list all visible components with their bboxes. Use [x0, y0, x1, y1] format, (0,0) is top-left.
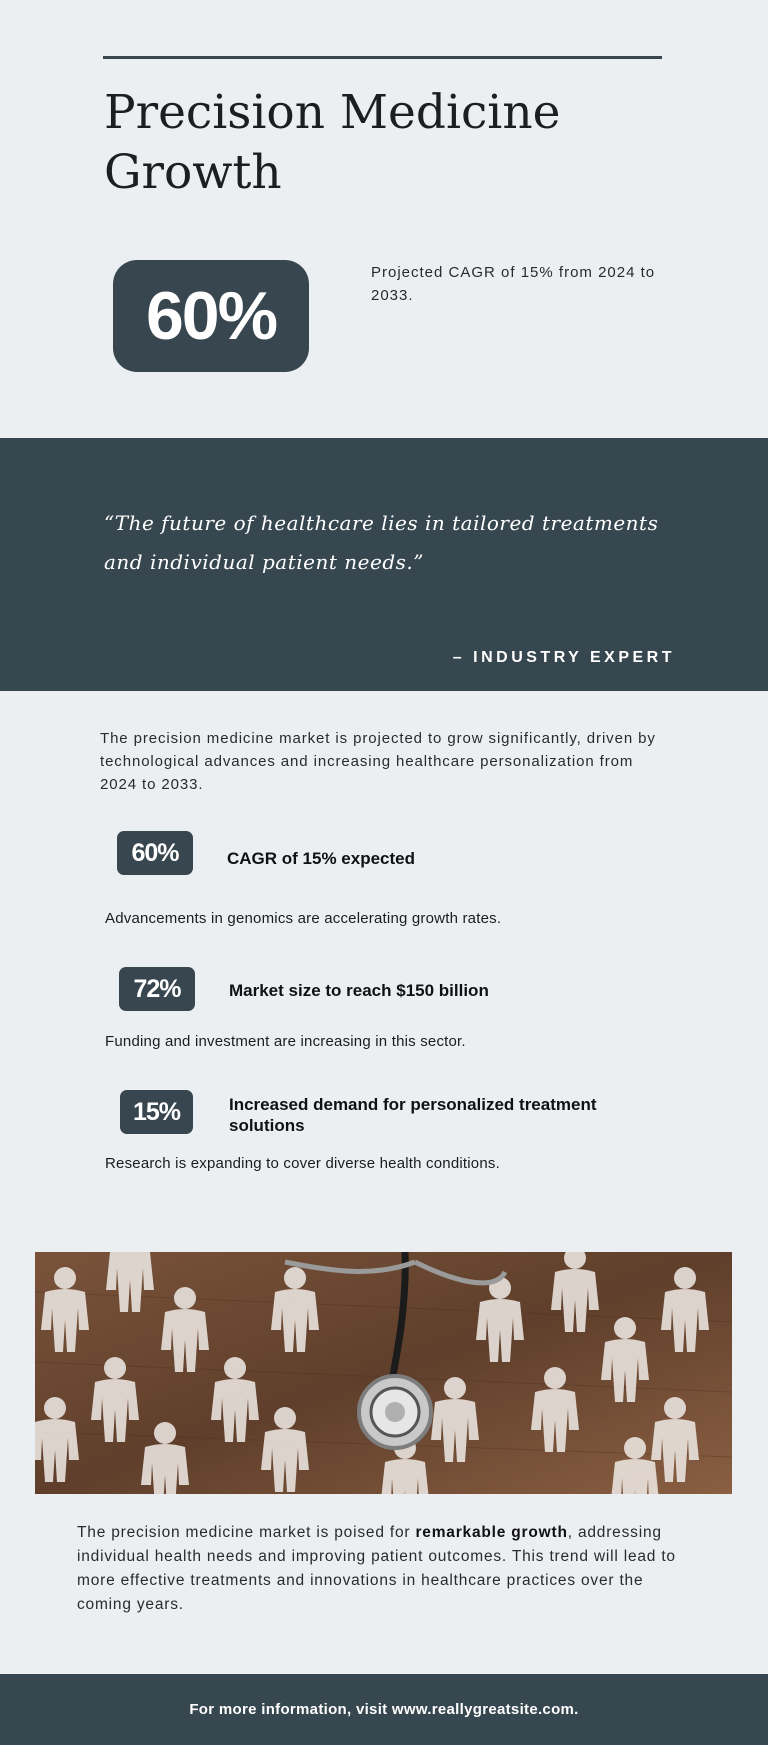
stat-description: Advancements in genomics are acceleratin…	[105, 910, 502, 927]
stat-description: Funding and investment are increasing in…	[105, 1033, 466, 1050]
intro-paragraph: The precision medicine market is project…	[100, 730, 656, 793]
stat-label: CAGR of 15% expected	[227, 849, 415, 868]
closing-text-end: , addressing individual health needs and…	[77, 1524, 676, 1613]
quote-band	[0, 438, 768, 691]
stat-description: Research is expanding to cover diverse h…	[105, 1155, 500, 1172]
stat-badge: 15%	[120, 1090, 193, 1134]
closing-text-start: The precision medicine market is poised …	[77, 1524, 416, 1541]
footer-bar: For more information, visit www.reallygr…	[0, 1674, 768, 1745]
top-divider	[103, 56, 662, 59]
stat-badge: 72%	[119, 967, 195, 1011]
stat-badge: 60%	[117, 831, 193, 875]
hero-stat-badge: 60%	[113, 260, 309, 372]
closing-emphasis: remarkable growth	[415, 1524, 568, 1541]
closing-paragraph: The precision medicine market is poised …	[77, 1521, 697, 1617]
page-title: Precision Medicine Growth	[104, 85, 561, 200]
stat-label: Increased demand for personalized treatm…	[229, 1095, 597, 1135]
stethoscope-people-photo	[35, 1252, 732, 1494]
footer-text: For more information, visit www.reallygr…	[189, 1701, 579, 1718]
quote-text: “The future of healthcare lies in tailor…	[104, 511, 659, 574]
stethoscope-icon	[284, 1252, 508, 1450]
hero-stat-description: Projected CAGR of 15% from 2024 to 2033.	[371, 264, 656, 304]
quote-attribution: – INDUSTRY EXPERT	[452, 649, 675, 666]
stat-label: Market size to reach $150 billion	[229, 981, 489, 1000]
photo-illustration	[35, 1252, 732, 1494]
